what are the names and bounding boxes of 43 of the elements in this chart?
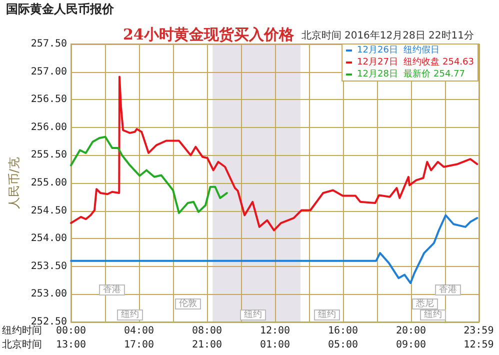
y-tick-label: 253.50 [30, 260, 68, 272]
annotation: 香港 [103, 284, 121, 295]
x-tick-label: 23:59 [464, 326, 494, 336]
y-tick-label: 255.50 [30, 150, 68, 161]
legend-label: 12月27日 纽约收盘 254.63 [357, 56, 474, 68]
legend-label: 12月28日 最新价 254.77 [357, 68, 466, 80]
text: 国际黄金人民币报价 [6, 2, 115, 16]
line-series [70, 136, 228, 214]
x2-tick-label: 12:59 [464, 340, 494, 350]
y-tick-label: 257.00 [30, 66, 68, 78]
y-tick-label: 257.50 [30, 38, 68, 50]
y-axis-title: 人民币/克 [7, 156, 21, 210]
chart-subtitle: 北京时间 2016年12月28日 22时11分 [301, 30, 474, 42]
y-tick-label: 255.00 [30, 178, 68, 188]
x2-tick-label: 17:00 [124, 340, 154, 350]
x-tick-label: 12:00 [260, 326, 290, 336]
line-series [70, 214, 478, 284]
legend-label: 12月26日 纽约假日 [357, 44, 440, 56]
annotation: 伦敦 [179, 298, 197, 309]
x2-tick-label: 01:00 [260, 340, 290, 350]
annotation: 香港 [439, 284, 457, 295]
annotation: 纽约 [121, 309, 139, 320]
y-tick-label: 254.00 [30, 233, 68, 244]
y-tick-label: 253.00 [30, 288, 68, 300]
x2-tick-label: 21:00 [192, 340, 222, 350]
x2-tick-label: 09:00 [396, 340, 426, 350]
y-tick-label: 256.50 [30, 94, 68, 106]
annotation: 纽约 [318, 309, 336, 320]
x2-tick-label: 05:00 [328, 340, 358, 350]
x2-tick-label: 13:00 [56, 340, 86, 350]
annotation: 纽约 [244, 309, 262, 320]
annotation: 悉尼 [415, 298, 434, 309]
x-tick-label: 04:00 [124, 326, 154, 336]
x2-axis-title: 北京时间 [2, 338, 42, 350]
y-tick-label: 254.50 [30, 205, 68, 216]
annotation: 纽约 [424, 309, 442, 320]
x-tick-label: 16:00 [328, 326, 358, 336]
chart-title: 24小时黄金现货买入价格 [123, 26, 295, 44]
y-tick-label: 256.00 [30, 122, 68, 133]
x-tick-label: 20:00 [396, 326, 426, 336]
x-tick-label: 00:00 [56, 326, 86, 336]
x-tick-label: 08:00 [192, 326, 222, 336]
x-axis-title: 纽约时间 [2, 324, 42, 336]
